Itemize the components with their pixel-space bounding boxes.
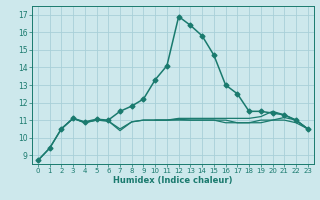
X-axis label: Humidex (Indice chaleur): Humidex (Indice chaleur)	[113, 176, 233, 185]
